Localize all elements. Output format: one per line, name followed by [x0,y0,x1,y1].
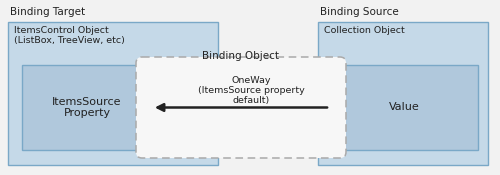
Text: Binding Object: Binding Object [202,51,280,61]
Text: Collection Object: Collection Object [324,26,405,35]
Text: ItemsSource
Property: ItemsSource Property [52,97,122,118]
FancyBboxPatch shape [136,57,346,158]
Text: Binding Source: Binding Source [320,7,399,17]
Text: Binding Target: Binding Target [10,7,85,17]
FancyBboxPatch shape [22,65,152,150]
Text: OneWay
(ItemsSource property
default): OneWay (ItemsSource property default) [198,76,304,106]
Text: Value: Value [388,103,420,113]
FancyBboxPatch shape [8,22,218,165]
FancyBboxPatch shape [318,22,488,165]
Text: ItemsControl Object
(ListBox, TreeView, etc): ItemsControl Object (ListBox, TreeView, … [14,26,125,45]
FancyBboxPatch shape [330,65,478,150]
